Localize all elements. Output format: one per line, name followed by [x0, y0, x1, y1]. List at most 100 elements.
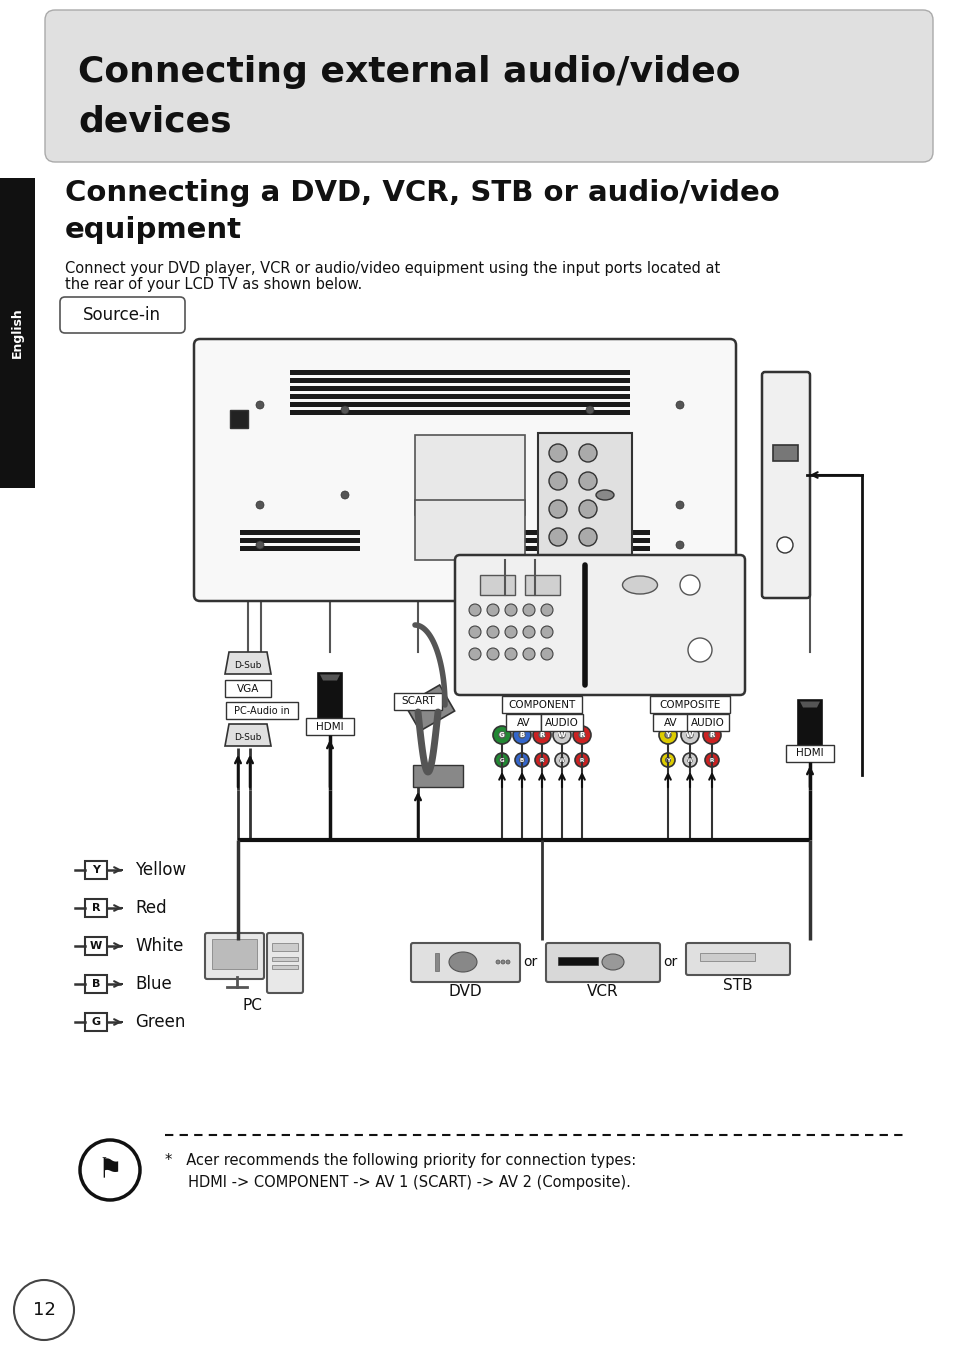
- Text: R: R: [709, 733, 714, 738]
- Bar: [306, 718, 354, 735]
- Bar: [649, 696, 729, 714]
- Bar: [0, 177, 35, 487]
- Circle shape: [660, 753, 675, 766]
- Bar: [686, 714, 728, 731]
- Bar: [85, 899, 107, 917]
- Circle shape: [522, 626, 535, 638]
- FancyBboxPatch shape: [411, 942, 519, 982]
- Circle shape: [676, 401, 683, 409]
- Circle shape: [340, 492, 349, 500]
- Text: Red: Red: [135, 899, 167, 917]
- Polygon shape: [800, 701, 820, 708]
- Bar: [785, 745, 833, 762]
- Bar: [524, 575, 559, 594]
- Circle shape: [558, 733, 564, 738]
- Circle shape: [578, 528, 597, 546]
- Text: *   Acer recommends the following priority for connection types:: * Acer recommends the following priority…: [165, 1152, 636, 1167]
- Text: G: G: [499, 757, 504, 762]
- Text: Y: Y: [665, 757, 669, 762]
- Bar: [405, 685, 455, 731]
- Circle shape: [495, 753, 509, 766]
- Text: R: R: [538, 733, 544, 738]
- Text: COMPOSITE: COMPOSITE: [659, 700, 720, 709]
- Circle shape: [578, 757, 584, 762]
- Text: R: R: [539, 757, 543, 762]
- Circle shape: [585, 492, 594, 500]
- Circle shape: [555, 753, 568, 766]
- Circle shape: [687, 638, 711, 662]
- Circle shape: [578, 500, 597, 519]
- Bar: [290, 394, 629, 399]
- Circle shape: [519, 757, 524, 762]
- Bar: [272, 957, 297, 961]
- Circle shape: [14, 1280, 74, 1340]
- Circle shape: [533, 726, 551, 743]
- Bar: [797, 700, 821, 745]
- Circle shape: [687, 757, 692, 762]
- Circle shape: [469, 626, 480, 638]
- Circle shape: [659, 726, 677, 743]
- Bar: [85, 975, 107, 992]
- Circle shape: [702, 726, 720, 743]
- Circle shape: [504, 649, 517, 659]
- Bar: [225, 680, 271, 697]
- Bar: [290, 370, 629, 375]
- Circle shape: [664, 733, 671, 738]
- FancyBboxPatch shape: [45, 9, 932, 162]
- Text: R: R: [578, 733, 584, 738]
- Bar: [272, 942, 297, 951]
- Bar: [317, 673, 341, 718]
- Circle shape: [255, 542, 264, 548]
- Bar: [700, 953, 754, 961]
- Text: PC: PC: [242, 998, 262, 1013]
- Circle shape: [686, 733, 693, 738]
- FancyBboxPatch shape: [761, 372, 809, 598]
- Circle shape: [680, 726, 699, 743]
- Circle shape: [573, 726, 590, 743]
- Circle shape: [548, 528, 566, 546]
- Bar: [85, 1013, 107, 1030]
- Circle shape: [682, 753, 697, 766]
- Bar: [290, 386, 629, 391]
- Text: STB: STB: [722, 978, 752, 992]
- FancyBboxPatch shape: [205, 933, 264, 979]
- Circle shape: [540, 626, 553, 638]
- Text: R: R: [709, 757, 714, 762]
- Circle shape: [498, 733, 505, 738]
- Bar: [772, 445, 797, 460]
- Circle shape: [539, 757, 544, 762]
- Text: devices: devices: [78, 106, 232, 139]
- Polygon shape: [225, 653, 271, 674]
- Circle shape: [496, 960, 499, 964]
- Circle shape: [535, 753, 548, 766]
- Circle shape: [548, 473, 566, 490]
- Circle shape: [676, 542, 683, 548]
- Circle shape: [679, 575, 700, 594]
- Bar: [240, 546, 359, 551]
- Text: Blue: Blue: [135, 975, 172, 992]
- Text: Connect your DVD player, VCR or audio/video equipment using the input ports loca: Connect your DVD player, VCR or audio/vi…: [65, 260, 720, 275]
- Text: B: B: [518, 733, 524, 738]
- Polygon shape: [319, 674, 339, 681]
- Circle shape: [548, 500, 566, 519]
- Text: the rear of your LCD TV as shown below.: the rear of your LCD TV as shown below.: [65, 278, 362, 292]
- Text: Source-in: Source-in: [83, 306, 161, 324]
- FancyBboxPatch shape: [193, 338, 735, 601]
- Bar: [290, 402, 629, 408]
- Circle shape: [665, 757, 670, 762]
- Circle shape: [708, 733, 715, 738]
- Circle shape: [676, 501, 683, 509]
- Text: Connecting external audio/video: Connecting external audio/video: [78, 56, 740, 89]
- Text: W: W: [686, 757, 692, 762]
- Bar: [413, 765, 462, 787]
- Circle shape: [469, 649, 480, 659]
- Text: or: or: [662, 955, 677, 969]
- Text: equipment: equipment: [65, 217, 242, 244]
- Circle shape: [500, 960, 504, 964]
- Circle shape: [255, 401, 264, 409]
- Bar: [226, 701, 297, 719]
- Text: R: R: [579, 757, 583, 762]
- Text: PC-Audio in: PC-Audio in: [233, 705, 290, 715]
- Circle shape: [486, 626, 498, 638]
- Text: HDMI -> COMPONENT -> AV 1 (SCART) -> AV 2 (Composite).: HDMI -> COMPONENT -> AV 1 (SCART) -> AV …: [165, 1175, 630, 1190]
